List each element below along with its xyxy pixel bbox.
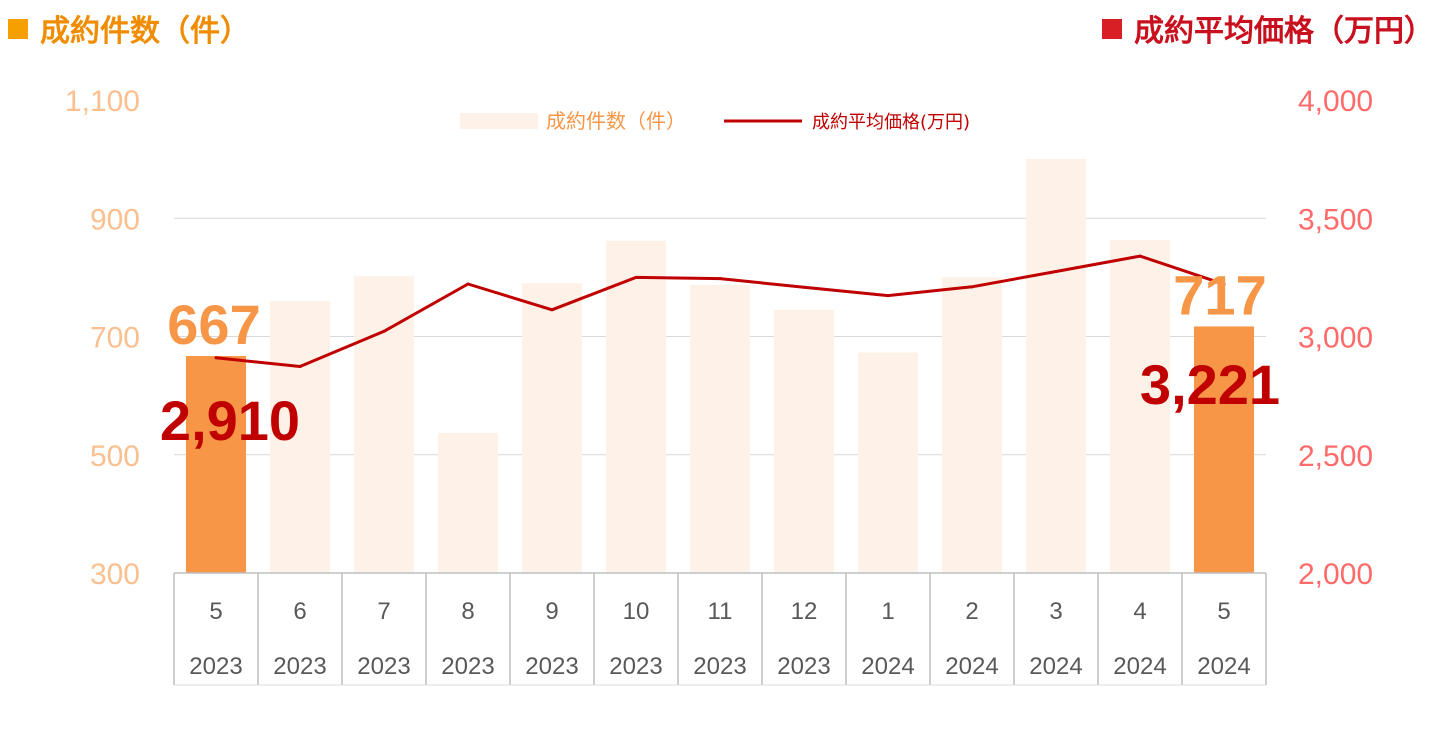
bar [522, 283, 582, 573]
y-right-tick-label: 4,000 [1298, 85, 1373, 118]
x-tick-month: 4 [1133, 598, 1146, 625]
x-tick-year: 2023 [189, 653, 242, 680]
x-tick-month: 11 [708, 598, 733, 625]
x-tick-month: 5 [209, 598, 222, 625]
price-point [1138, 254, 1142, 258]
price-point [634, 275, 638, 279]
price-point [718, 277, 722, 281]
x-tick-year: 2023 [777, 653, 830, 680]
bar [270, 301, 330, 573]
x-tick-month: 10 [623, 598, 650, 625]
bar [942, 277, 1002, 573]
x-tick-month: 6 [293, 598, 306, 625]
bar [690, 285, 750, 573]
x-tick-year: 2023 [357, 653, 410, 680]
x-tick-month: 2 [965, 598, 978, 625]
bar [438, 432, 498, 573]
x-tick-year: 2024 [945, 653, 998, 680]
legend-bar-label: 成約件数（件） [546, 109, 686, 133]
price-point [1054, 269, 1058, 273]
x-tick-month: 12 [791, 598, 818, 625]
data-label: 2,910 [160, 389, 300, 452]
bar [858, 352, 918, 573]
price-point [970, 285, 974, 289]
legend-bar-swatch [460, 113, 538, 129]
price-point [1222, 282, 1226, 286]
y-left-tick-label: 900 [90, 203, 140, 236]
data-label: 717 [1173, 263, 1266, 326]
data-label: 667 [167, 293, 260, 356]
x-tick-year: 2023 [525, 653, 578, 680]
x-tick-year: 2023 [441, 653, 494, 680]
y-left-tick-label: 700 [90, 322, 140, 355]
price-point [298, 365, 302, 369]
x-tick-month: 3 [1049, 598, 1062, 625]
x-tick-month: 7 [377, 598, 390, 625]
y-left-tick-label: 500 [90, 440, 140, 473]
red-square-icon [1102, 19, 1122, 39]
left-axis-header-text: 成約件数（件） [40, 14, 250, 49]
y-right-tick-label: 2,000 [1298, 558, 1373, 591]
bar [1110, 240, 1170, 573]
y-left-tick-label: 1,100 [65, 85, 140, 118]
bar [1194, 326, 1254, 573]
price-point [382, 329, 386, 333]
x-tick-year: 2023 [693, 653, 746, 680]
bar [606, 240, 666, 573]
y-right-tick-label: 2,500 [1298, 440, 1373, 473]
price-point [466, 282, 470, 286]
price-point [214, 356, 218, 360]
bar [186, 356, 246, 573]
bar [1026, 159, 1086, 573]
orange-square-icon [8, 19, 28, 39]
price-point [886, 294, 890, 298]
x-tick-year: 2023 [273, 653, 326, 680]
price-point [550, 308, 554, 312]
left-axis-header: 成約件数（件） [8, 6, 250, 50]
x-tick-year: 2024 [1029, 653, 1082, 680]
x-tick-year: 2023 [609, 653, 662, 680]
price-point [802, 285, 806, 289]
y-right-tick-label: 3,500 [1298, 203, 1373, 236]
right-axis-header: 成約平均価格（万円） [1102, 6, 1434, 50]
legend-line-label: 成約平均価格(万円) [812, 112, 970, 133]
x-tick-year: 2024 [1197, 653, 1250, 680]
x-tick-month: 5 [1217, 598, 1230, 625]
x-tick-year: 2024 [861, 653, 914, 680]
bar [354, 276, 414, 573]
right-axis-header-text: 成約平均価格（万円） [1134, 14, 1434, 49]
x-tick-month: 1 [881, 598, 894, 625]
y-left-tick-label: 300 [90, 558, 140, 591]
x-tick-month: 9 [545, 598, 558, 625]
x-tick-month: 8 [461, 598, 474, 625]
data-label: 3,221 [1140, 353, 1280, 416]
x-tick-year: 2024 [1113, 653, 1166, 680]
bar [774, 309, 834, 573]
y-right-tick-label: 3,000 [1298, 322, 1373, 355]
